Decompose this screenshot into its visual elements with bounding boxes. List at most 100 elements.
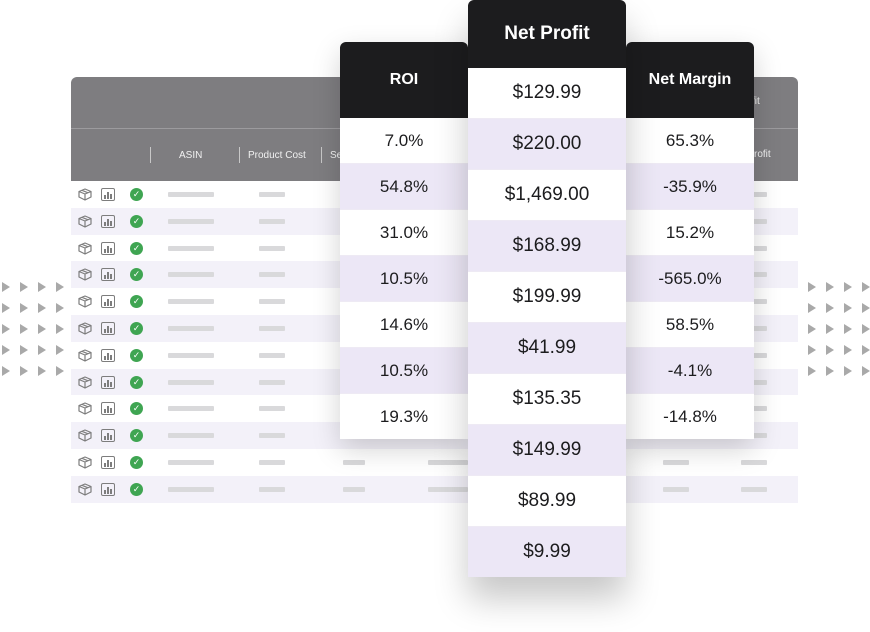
- placeholder-bar: [168, 325, 214, 331]
- chart-icon[interactable]: [101, 375, 115, 389]
- placeholder-bar: [168, 192, 214, 197]
- net-profit-cell: $135.35: [468, 374, 626, 425]
- net-profit-card-title: Net Profit: [468, 0, 626, 68]
- placeholder-bar: [259, 245, 285, 251]
- box-icon[interactable]: [78, 483, 92, 496]
- chart-icon[interactable]: [101, 348, 115, 362]
- net-margin-cell: 15.2%: [626, 210, 754, 256]
- net-profit-cell: $149.99: [468, 425, 626, 476]
- net-profit-cell: $220.00: [468, 119, 626, 170]
- placeholder-bar: [168, 299, 214, 305]
- placeholder-bar: [259, 272, 285, 278]
- column-product-cost[interactable]: Product Cost: [239, 129, 306, 181]
- placeholder-bar: [741, 486, 767, 492]
- check-circle-icon: ✓: [130, 375, 143, 389]
- table-row[interactable]: ✓: [71, 475, 798, 503]
- box-icon[interactable]: [78, 215, 92, 228]
- placeholder-bar: [259, 459, 285, 465]
- box-icon[interactable]: [78, 402, 92, 415]
- placeholder-bar: [168, 245, 214, 251]
- placeholder-bar: [259, 325, 285, 331]
- net-profit-cell: $199.99: [468, 272, 626, 323]
- placeholder-bar: [741, 352, 767, 358]
- box-icon[interactable]: [78, 241, 92, 255]
- check-circle-icon: ✓: [130, 482, 143, 496]
- placeholder-bar: [259, 192, 285, 197]
- net-profit-card: Net Profit $129.99 $220.00 $1,469.00 $16…: [468, 0, 626, 577]
- placeholder-bar: [741, 459, 767, 465]
- box-icon[interactable]: [78, 375, 92, 389]
- net-margin-card: Net Margin 65.3% -35.9% 15.2% -565.0% 58…: [626, 42, 754, 439]
- column-product-cost-label: Product Cost: [248, 149, 306, 161]
- roi-card-title: ROI: [340, 42, 468, 118]
- column-se-label: Se: [330, 149, 343, 161]
- placeholder-bar: [663, 486, 689, 492]
- placeholder-bar: [343, 486, 365, 492]
- right-arrows-decoration: [808, 279, 870, 379]
- check-circle-icon: ✓: [130, 241, 143, 255]
- table-row[interactable]: ✓: [71, 449, 798, 476]
- column-se[interactable]: Se: [321, 129, 342, 181]
- box-icon[interactable]: [78, 456, 92, 469]
- box-icon[interactable]: [78, 295, 92, 308]
- placeholder-bar: [428, 459, 468, 465]
- placeholder-bar: [741, 325, 767, 331]
- placeholder-bar: [168, 379, 214, 385]
- net-margin-cell: -4.1%: [626, 348, 754, 394]
- roi-cell: 54.8%: [340, 164, 468, 210]
- placeholder-bar: [663, 459, 689, 465]
- net-margin-cell: 65.3%: [626, 118, 754, 164]
- roi-cell: 19.3%: [340, 394, 468, 439]
- check-circle-icon: ✓: [130, 268, 143, 282]
- net-profit-cell: $41.99: [468, 323, 626, 374]
- roi-cell: 31.0%: [340, 210, 468, 256]
- placeholder-bar: [741, 218, 767, 224]
- placeholder-bar: [168, 352, 214, 358]
- chart-icon[interactable]: [101, 482, 115, 496]
- net-margin-cell: -565.0%: [626, 256, 754, 302]
- placeholder-bar: [741, 272, 767, 278]
- placeholder-bar: [259, 406, 285, 412]
- net-margin-cell: -35.9%: [626, 164, 754, 210]
- net-profit-cell: $1,469.00: [468, 170, 626, 221]
- check-circle-icon: ✓: [130, 348, 143, 362]
- net-margin-cell: -14.8%: [626, 394, 754, 439]
- chart-icon[interactable]: [101, 268, 115, 282]
- roi-cell: 10.5%: [340, 256, 468, 302]
- chart-icon[interactable]: [101, 321, 115, 335]
- column-asin[interactable]: ASIN: [150, 129, 202, 181]
- check-circle-icon: ✓: [130, 295, 143, 309]
- check-circle-icon: ✓: [130, 214, 143, 228]
- placeholder-bar: [741, 245, 767, 251]
- chart-icon[interactable]: [101, 188, 115, 201]
- box-icon[interactable]: [78, 429, 92, 442]
- chart-icon[interactable]: [101, 402, 115, 416]
- box-icon[interactable]: [78, 322, 92, 335]
- placeholder-bar: [168, 459, 214, 465]
- header-fragment-bottom: rofit: [754, 149, 771, 160]
- chart-icon[interactable]: [101, 455, 115, 469]
- placeholder-bar: [259, 486, 285, 492]
- placeholder-bar: [741, 192, 767, 197]
- box-icon[interactable]: [78, 268, 92, 281]
- placeholder-bar: [168, 406, 214, 412]
- box-icon[interactable]: [78, 349, 92, 362]
- placeholder-bar: [259, 379, 285, 385]
- header-fragment-top: fit: [752, 96, 760, 107]
- chart-icon[interactable]: [101, 429, 115, 443]
- chart-icon[interactable]: [101, 241, 115, 255]
- placeholder-bar: [168, 218, 214, 224]
- placeholder-bar: [741, 433, 767, 439]
- chart-icon[interactable]: [101, 214, 115, 228]
- left-arrows-decoration: [2, 279, 74, 379]
- placeholder-bar: [168, 433, 214, 439]
- placeholder-bar: [343, 459, 365, 465]
- chart-icon[interactable]: [101, 295, 115, 309]
- placeholder-bar: [741, 406, 767, 412]
- net-margin-cell: 58.5%: [626, 302, 754, 348]
- placeholder-bar: [259, 218, 285, 224]
- placeholder-bar: [428, 486, 468, 492]
- box-icon[interactable]: [78, 188, 92, 201]
- placeholder-bar: [168, 272, 214, 278]
- net-profit-cell: $168.99: [468, 221, 626, 272]
